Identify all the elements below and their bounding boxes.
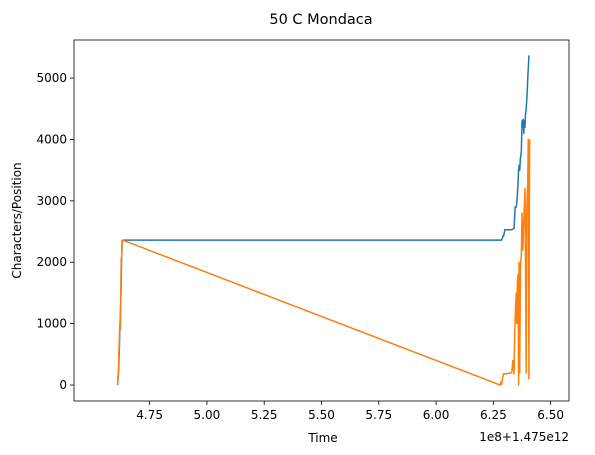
y-tick-label: 1000 xyxy=(36,317,67,331)
y-tick-label: 4000 xyxy=(36,132,67,146)
x-tick-label: 6.25 xyxy=(480,408,507,422)
x-axis-label: Time xyxy=(307,431,337,445)
y-tick-label: 0 xyxy=(59,378,67,392)
plot-background xyxy=(74,40,569,401)
series-2-line xyxy=(116,138,531,386)
x-axis-offset-text: 1e8+1.475e12 xyxy=(479,430,569,444)
series-lines xyxy=(116,55,531,386)
x-tick-label: 5.00 xyxy=(194,408,221,422)
x-tick-label: 6.00 xyxy=(423,408,450,422)
y-axis-label: Characters/Position xyxy=(10,162,24,278)
y-tick-label: 3000 xyxy=(36,194,67,208)
y-tick-label: 5000 xyxy=(36,71,67,85)
x-tick-label: 5.50 xyxy=(308,408,335,422)
x-tick-label: 4.75 xyxy=(136,408,163,422)
x-tick-label: 6.50 xyxy=(537,408,564,422)
chart-title: 50 C Mondaca xyxy=(269,12,372,28)
y-tick-label: 2000 xyxy=(36,255,67,269)
x-tick-label: 5.25 xyxy=(251,408,278,422)
x-tick-label: 5.75 xyxy=(365,408,392,422)
y-axis-ticks: 0 1000 2000 3000 4000 5000 xyxy=(36,71,74,392)
x-axis-ticks: 4.75 5.00 5.25 5.50 5.75 6.00 6.25 6.50 xyxy=(136,401,564,422)
